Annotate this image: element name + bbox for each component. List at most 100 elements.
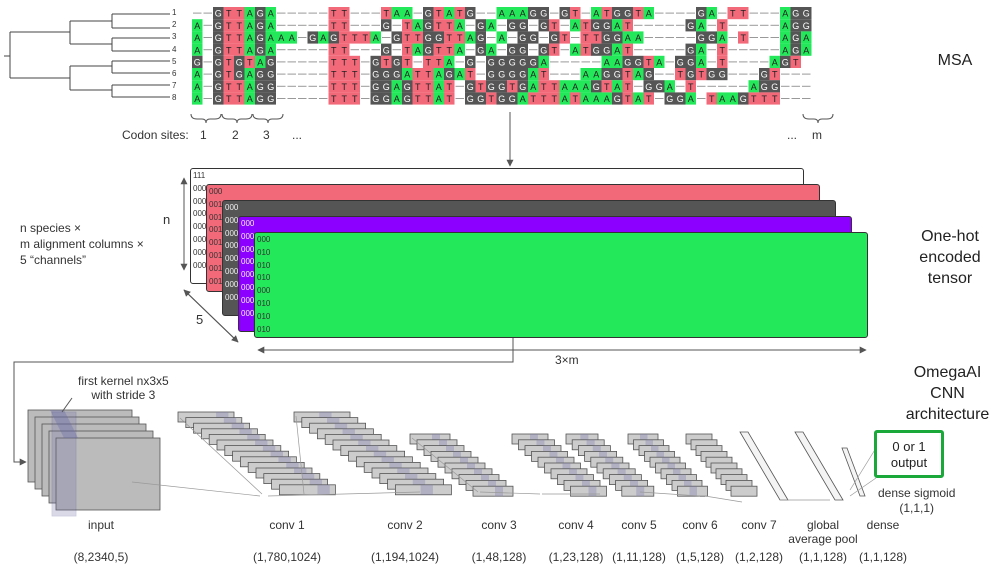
msa-cell: [223, 68, 234, 81]
msa-cell: [790, 43, 801, 56]
msa-cell: [360, 31, 371, 44]
msa-cell: [675, 68, 686, 81]
msa-row-number: 2: [172, 20, 177, 30]
msa-cell: [790, 7, 801, 20]
msa-base-letter: G: [383, 82, 390, 92]
msa-base-letter: T: [352, 70, 358, 80]
msa-cell: [612, 68, 623, 81]
msa-cell: [696, 68, 707, 81]
msa-base-letter: G: [530, 9, 537, 19]
msa-cell: [423, 43, 434, 56]
cnn-kernel-band: [543, 445, 551, 456]
msa-base-letter: G: [372, 94, 379, 104]
msa-base-letter: T: [405, 45, 411, 55]
msa-cell: [591, 7, 602, 20]
msa-cell: [580, 80, 591, 93]
codon-tick-2: 2: [232, 128, 239, 142]
msa-cell: [318, 31, 329, 44]
msa-cell: [255, 92, 266, 105]
msa-cell: [591, 43, 602, 56]
codon-tick-m: m: [812, 128, 822, 142]
msa-cell: [192, 68, 203, 81]
cnn-kernel-band: [582, 480, 590, 491]
msa-cell: [654, 80, 665, 93]
cnn-layer-name: conv 4: [558, 518, 594, 532]
msa-base-letter: T: [226, 45, 232, 55]
msa-cell: [643, 92, 654, 105]
cnn-kernel-band: [231, 423, 244, 434]
msa-cell: [706, 92, 717, 105]
msa-base-letter: G: [519, 21, 526, 31]
msa-cell: [265, 92, 276, 105]
msa-cell: [496, 92, 507, 105]
msa-cell: [486, 19, 497, 32]
msa-cell: [402, 68, 413, 81]
tensor-code: 000: [241, 231, 255, 241]
msa-base-letter: T: [342, 58, 348, 68]
msa-base-letter: T: [793, 58, 799, 68]
msa-base-letter: G: [792, 21, 799, 31]
msa-cell: [654, 55, 665, 68]
msa-cell: [255, 68, 266, 81]
kernel-note-1: first kernel nx3x5: [78, 374, 169, 388]
cnn-layer-shape: (8,2340,5): [73, 550, 129, 564]
msa-cell: [601, 7, 612, 20]
msa-cell: [223, 55, 234, 68]
msa-base-letter: G: [635, 58, 642, 68]
msa-base-letter: G: [603, 45, 610, 55]
msa-cell: [570, 92, 581, 105]
cnn-layer-shape: (1,11,128): [612, 550, 666, 564]
msa-base-letter: G: [593, 45, 600, 55]
msa-cell: [381, 68, 392, 81]
msa-base-letter: G: [603, 70, 610, 80]
cnn-layer-name-2: average pool: [788, 532, 858, 546]
cnn-kernel-band: [389, 462, 402, 473]
msa-base-letter: A: [562, 94, 568, 104]
msa-cell: [580, 19, 591, 32]
msa-base-letter: A: [509, 9, 515, 19]
msa-cell: [402, 19, 413, 32]
msa-cell: [265, 19, 276, 32]
msa-cell: [738, 92, 749, 105]
msa-base-letter: A: [457, 21, 463, 31]
msa-base-letter: G: [330, 33, 337, 43]
codon-tick-ellipsis-left: ...: [292, 128, 303, 142]
msa-cell: [381, 43, 392, 56]
msa-base-letter: G: [803, 9, 810, 19]
msa-cell: [570, 19, 581, 32]
msa-base-letter: A: [772, 58, 778, 68]
cnn-feature-map: [677, 485, 708, 497]
n-dimension-label: n: [163, 212, 171, 227]
msa-base-letter: T: [625, 70, 631, 80]
msa-cell: [622, 55, 633, 68]
msa-cell: [486, 68, 497, 81]
msa-cell: [696, 55, 707, 68]
cnn-kernel-band: [317, 484, 330, 495]
msa-base-letter: G: [194, 58, 201, 68]
tensor-code: 010: [257, 299, 271, 308]
msa-cell: [412, 19, 423, 32]
msa-cell: [517, 31, 528, 44]
msa-base-letter: G: [215, 45, 222, 55]
kernel-note-2: with stride 3: [91, 388, 156, 402]
msa-base-letter: G: [425, 21, 432, 31]
msa-base-letter: T: [447, 33, 453, 43]
msa-base-letter: G: [257, 33, 264, 43]
msa-base-letter: G: [519, 45, 526, 55]
msa-cell: [664, 80, 675, 93]
msa-cell: [328, 80, 339, 93]
msa-cell: [370, 80, 381, 93]
msa-cell: [706, 7, 717, 20]
msa-cell: [370, 55, 381, 68]
msa-base-letter: G: [698, 9, 705, 19]
cnn-kernel-band: [556, 457, 564, 468]
msa-cell: [759, 80, 770, 93]
msa-base-letter: G: [477, 45, 484, 55]
msa-cell: [759, 68, 770, 81]
msa-base-letter: G: [677, 94, 684, 104]
msa-base-letter: T: [625, 82, 631, 92]
msa-cell: [213, 68, 224, 81]
msa-base-letter: T: [447, 21, 453, 31]
tensor-code: 000: [257, 235, 271, 244]
msa-cell: [507, 68, 518, 81]
